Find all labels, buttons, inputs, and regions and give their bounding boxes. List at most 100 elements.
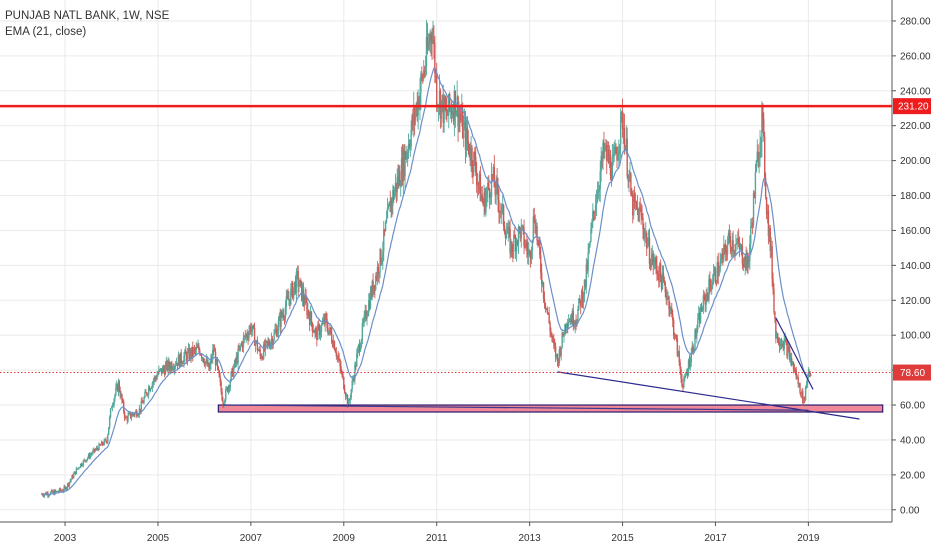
- candle-body: [527, 251, 530, 255]
- candle-body: [524, 246, 526, 247]
- candle-body: [735, 244, 737, 251]
- candle-body: [711, 282, 714, 286]
- candle-body: [701, 310, 704, 312]
- candle-body: [331, 342, 334, 347]
- candle-body: [78, 467, 80, 469]
- candle-body: [481, 194, 483, 200]
- candle-body: [661, 272, 664, 290]
- candle-body: [389, 201, 391, 212]
- candle-body: [622, 127, 625, 129]
- candle-body: [279, 315, 281, 327]
- candle-body: [693, 348, 695, 352]
- candle-body: [672, 313, 674, 320]
- candle-body: [329, 327, 331, 331]
- candle-body: [620, 111, 623, 113]
- candle-body: [766, 210, 769, 214]
- candle-body: [779, 343, 782, 347]
- candle-body: [222, 400, 224, 406]
- candle-body: [587, 252, 589, 271]
- candle-body: [155, 378, 157, 380]
- candle-body: [772, 278, 774, 290]
- candle-body: [430, 34, 432, 40]
- candle-body: [777, 333, 779, 343]
- candle-body: [781, 344, 784, 346]
- candle-body: [68, 482, 71, 486]
- candle-body: [129, 413, 131, 414]
- y-tick-label: 220.00: [900, 121, 931, 132]
- candle-body: [427, 42, 430, 49]
- candle-body: [750, 222, 753, 227]
- resistance-label: 231.20: [898, 102, 929, 113]
- candle-body: [272, 340, 274, 346]
- candle-body: [245, 334, 247, 337]
- candle-body: [515, 240, 518, 252]
- last-price-badge: [893, 364, 931, 381]
- candle-body: [73, 473, 75, 478]
- candle-body: [636, 207, 639, 209]
- candle-body: [146, 392, 148, 395]
- candle-body: [194, 348, 197, 351]
- candle-body: [422, 75, 424, 80]
- candle-body: [383, 229, 386, 231]
- candle-body: [523, 227, 525, 247]
- candle-body: [536, 225, 538, 241]
- candle-body: [87, 454, 90, 458]
- candle-body: [559, 349, 561, 356]
- candle-body: [674, 335, 677, 338]
- candle-body: [764, 177, 767, 198]
- candle-body: [713, 268, 716, 274]
- candle-body: [132, 413, 134, 415]
- candle-body: [792, 361, 795, 370]
- candle-body: [342, 373, 344, 377]
- candle-body: [234, 360, 237, 363]
- candle-body: [345, 394, 348, 397]
- candle-body: [395, 183, 398, 193]
- candle-body: [340, 366, 342, 373]
- candle-body: [285, 296, 287, 308]
- candle-body: [180, 352, 182, 363]
- candle-body: [66, 483, 69, 488]
- candle-body: [419, 93, 421, 109]
- candle-body: [380, 249, 382, 264]
- candle-body: [54, 490, 56, 495]
- candle-body: [782, 344, 784, 350]
- candle-body: [79, 467, 81, 468]
- candle-body: [261, 356, 263, 359]
- candle-body: [571, 310, 574, 324]
- candle-body: [507, 226, 509, 234]
- candle-body: [595, 202, 598, 206]
- candle-body: [228, 385, 231, 388]
- candle-body: [616, 153, 618, 161]
- candle-body: [475, 157, 477, 173]
- candle-body: [527, 248, 529, 255]
- candle-body: [672, 319, 675, 336]
- candle-body: [499, 211, 501, 213]
- candle-body: [457, 96, 459, 127]
- candle-body: [501, 204, 504, 206]
- candle-body: [436, 73, 438, 107]
- candle-body: [644, 233, 646, 238]
- candle-body: [538, 240, 540, 242]
- candle-body: [175, 362, 178, 366]
- x-tick-label: 2007: [240, 533, 263, 544]
- candle-body: [634, 201, 637, 203]
- candle-body: [649, 263, 652, 267]
- candle-body: [760, 142, 762, 143]
- candle-body: [687, 360, 690, 374]
- candle-body: [408, 144, 411, 147]
- candle-body: [100, 445, 102, 446]
- candle-body: [648, 237, 651, 264]
- candle-body: [337, 355, 339, 359]
- candle-body: [384, 222, 387, 231]
- candle-body: [606, 149, 609, 161]
- candle-body: [797, 376, 799, 384]
- candle-body: [246, 334, 248, 337]
- candle-body: [282, 314, 285, 318]
- candle-body: [643, 228, 645, 238]
- candle-body: [638, 207, 640, 222]
- x-tick-label: 2019: [797, 533, 820, 544]
- candle-body: [743, 265, 745, 267]
- candle-body: [613, 153, 615, 156]
- candle-body: [699, 307, 702, 324]
